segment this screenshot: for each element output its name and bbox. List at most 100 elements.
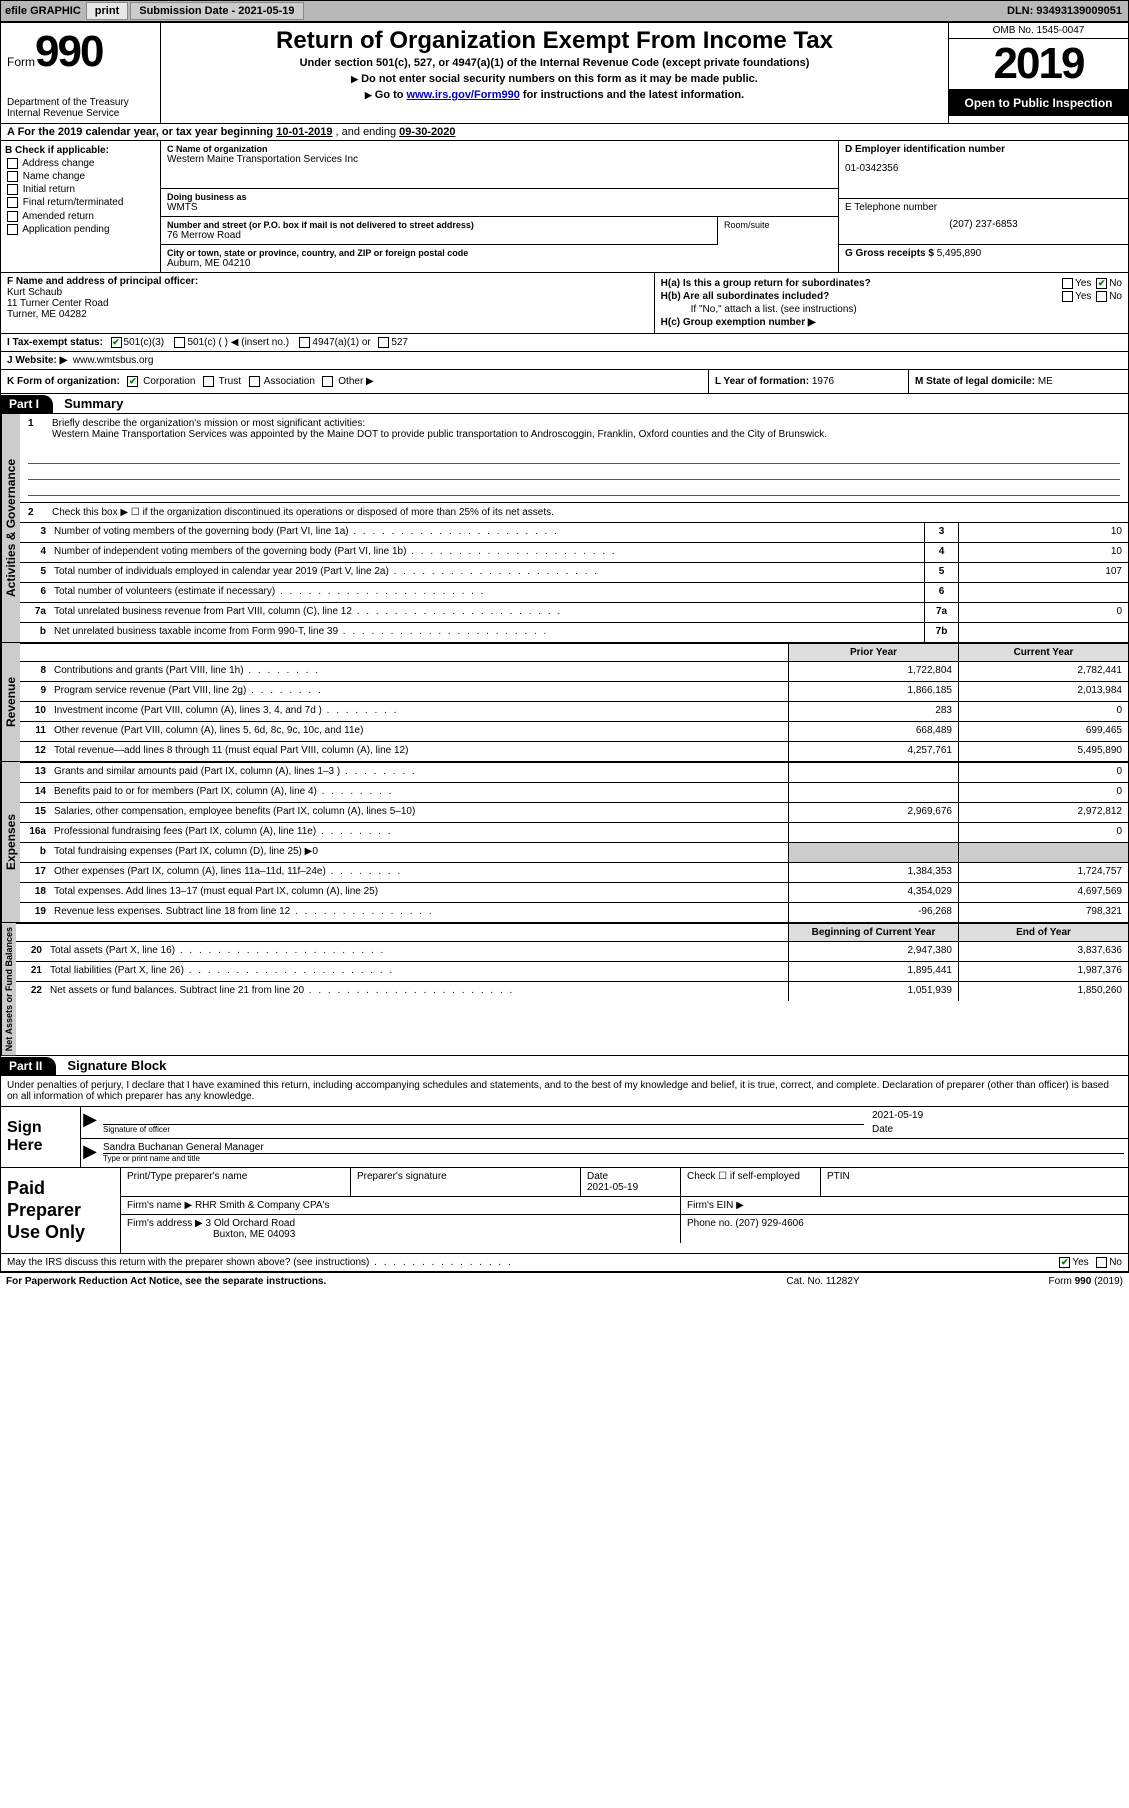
form-990: Form 990 Department of the Treasury Inte… (0, 22, 1129, 1273)
ha-label: H(a) Is this a group return for subordin… (661, 278, 871, 289)
tax-year: 2019 (949, 39, 1128, 90)
period-label-a: A For the 2019 calendar year, or tax yea… (7, 126, 276, 138)
section-bcdeg: B Check if applicable: Address change Na… (1, 141, 1128, 273)
f-label: F Name and address of principal officer: (7, 276, 648, 287)
gross-receipts: 5,495,890 (937, 248, 982, 259)
hb-yes-checkbox[interactable] (1062, 291, 1073, 302)
sign-here-label: Sign Here (1, 1107, 81, 1167)
officer-name-title: Sandra Buchanan General Manager (103, 1142, 1124, 1153)
k-corp-checkbox[interactable] (127, 376, 138, 387)
city-value: Auburn, ME 04210 (167, 258, 832, 269)
part1-ag: Activities & Governance 1 Briefly descri… (1, 414, 1128, 643)
paid-preparer-label: Paid Preparer Use Only (1, 1168, 121, 1253)
row-j: J Website: ▶ www.wmtsbus.org (1, 352, 1128, 370)
i-501c3-checkbox[interactable] (111, 337, 122, 348)
j-label: J Website: ▶ (7, 355, 67, 366)
street-address: 76 Merrow Road (167, 230, 711, 241)
tab-net-assets: Net Assets or Fund Balances (1, 923, 16, 1055)
b-checkbox[interactable] (7, 211, 18, 222)
city-label: City or town, state or province, country… (167, 248, 832, 258)
i-label: I Tax-exempt status: (7, 337, 103, 348)
firm-city: Buxton, ME 04093 (127, 1229, 295, 1240)
f-officer: F Name and address of principal officer:… (1, 273, 655, 333)
b-checkbox[interactable] (7, 197, 18, 208)
discuss-no-checkbox[interactable] (1096, 1257, 1107, 1268)
sig-officer-label: Signature of officer (103, 1124, 864, 1134)
discuss-question: May the IRS discuss this return with the… (7, 1257, 513, 1268)
goto-post: for instructions and the latest informat… (520, 89, 744, 101)
b-checkbox[interactable] (7, 171, 18, 182)
b-checkbox[interactable] (7, 224, 18, 235)
row-klm: K Form of organization: Corporation Trus… (1, 370, 1128, 394)
part1-exp: Expenses 13Grants and similar amounts pa… (1, 762, 1128, 923)
mission-text: Western Maine Transportation Services wa… (52, 429, 827, 440)
officer-name: Kurt Schaub (7, 287, 648, 298)
hb-no-checkbox[interactable] (1096, 291, 1107, 302)
eoy-header: End of Year (958, 924, 1128, 941)
i-527-checkbox[interactable] (378, 337, 389, 348)
prep-name-label: Print/Type preparer's name (121, 1168, 351, 1196)
m-state: M State of legal domicile: ME (908, 370, 1128, 393)
k-other-checkbox[interactable] (322, 376, 333, 387)
tab-revenue: Revenue (1, 643, 20, 761)
open-inspection: Open to Public Inspection (949, 90, 1128, 116)
irs-link[interactable]: www.irs.gov/Form990 (407, 89, 520, 101)
b-checkbox[interactable] (7, 158, 18, 169)
org-name: Western Maine Transportation Services In… (167, 154, 832, 165)
name-title-label: Type or print name and title (103, 1153, 1124, 1163)
dba-label: Doing business as (167, 192, 832, 202)
row-i: I Tax-exempt status: 501(c)(3) 501(c) ( … (1, 334, 1128, 352)
form-number: 990 (35, 27, 102, 77)
i-4947-checkbox[interactable] (299, 337, 310, 348)
cat-no: Cat. No. 11282Y (723, 1276, 923, 1287)
part1-header-row: Part I Summary (1, 394, 1128, 414)
b-checkbox[interactable] (7, 184, 18, 195)
sign-here-section: Sign Here ▶ Signature of officer 2021-05… (1, 1107, 1128, 1168)
header-mid: Return of Organization Exempt From Incom… (161, 23, 948, 123)
k-form-org: K Form of organization: Corporation Trus… (1, 370, 708, 393)
date-label: Date (872, 1124, 1124, 1135)
k-trust-checkbox[interactable] (203, 376, 214, 387)
k-assoc-checkbox[interactable] (249, 376, 260, 387)
period-begin: 10-01-2019 (276, 126, 332, 138)
page-footer: For Paperwork Reduction Act Notice, see … (0, 1273, 1129, 1290)
top-toolbar: efile GRAPHIC print Submission Date - 20… (0, 0, 1129, 22)
c-name-label: C Name of organization (167, 144, 832, 154)
ha-yes-checkbox[interactable] (1062, 278, 1073, 289)
tab-activities: Activities & Governance (1, 414, 20, 642)
discuss-row: May the IRS discuss this return with the… (1, 1254, 1128, 1272)
ptin-label: PTIN (821, 1168, 1128, 1196)
period-row: A For the 2019 calendar year, or tax yea… (1, 124, 1128, 141)
current-year-header: Current Year (958, 644, 1128, 661)
discuss-yes-checkbox[interactable] (1059, 1257, 1070, 1268)
k-label: K Form of organization: (7, 376, 120, 387)
ssn-warning: Do not enter social security numbers on … (361, 73, 758, 85)
dba-value: WMTS (167, 202, 832, 213)
paperwork-notice: For Paperwork Reduction Act Notice, see … (6, 1276, 723, 1287)
paid-preparer-section: Paid Preparer Use Only Print/Type prepar… (1, 1168, 1128, 1254)
part2-title: Signature Block (59, 1056, 174, 1075)
d-label: D Employer identification number (845, 144, 1122, 155)
i-501c-checkbox[interactable] (174, 337, 185, 348)
form-word: Form (7, 55, 35, 69)
firm-name: RHR Smith & Company CPA's (195, 1200, 330, 1211)
efile-label: efile GRAPHIC (1, 5, 85, 17)
arrow-icon (365, 89, 375, 101)
hb-label: H(b) Are all subordinates included? (661, 291, 830, 302)
room-suite-label: Room/suite (718, 217, 838, 245)
print-button[interactable]: print (86, 2, 128, 20)
prep-check-self: Check ☐ if self-employed (681, 1168, 821, 1196)
omb-number: OMB No. 1545-0047 (949, 23, 1128, 39)
penalty-text: Under penalties of perjury, I declare th… (1, 1076, 1128, 1107)
header-left: Form 990 Department of the Treasury Inte… (1, 23, 161, 123)
h-group: H(a) Is this a group return for subordin… (655, 273, 1128, 333)
ha-no-checkbox[interactable] (1096, 278, 1107, 289)
header-right: OMB No. 1545-0047 2019 Open to Public In… (948, 23, 1128, 123)
line1-label: Briefly describe the organization's miss… (52, 418, 827, 429)
e-label: E Telephone number (845, 202, 1122, 213)
col-deg: D Employer identification number 01-0342… (838, 141, 1128, 272)
mission-blank-lines (28, 450, 1120, 496)
goto-pre: Go to (375, 89, 407, 101)
part1-na: Net Assets or Fund Balances Beginning of… (1, 923, 1128, 1056)
col-b: B Check if applicable: Address change Na… (1, 141, 161, 272)
